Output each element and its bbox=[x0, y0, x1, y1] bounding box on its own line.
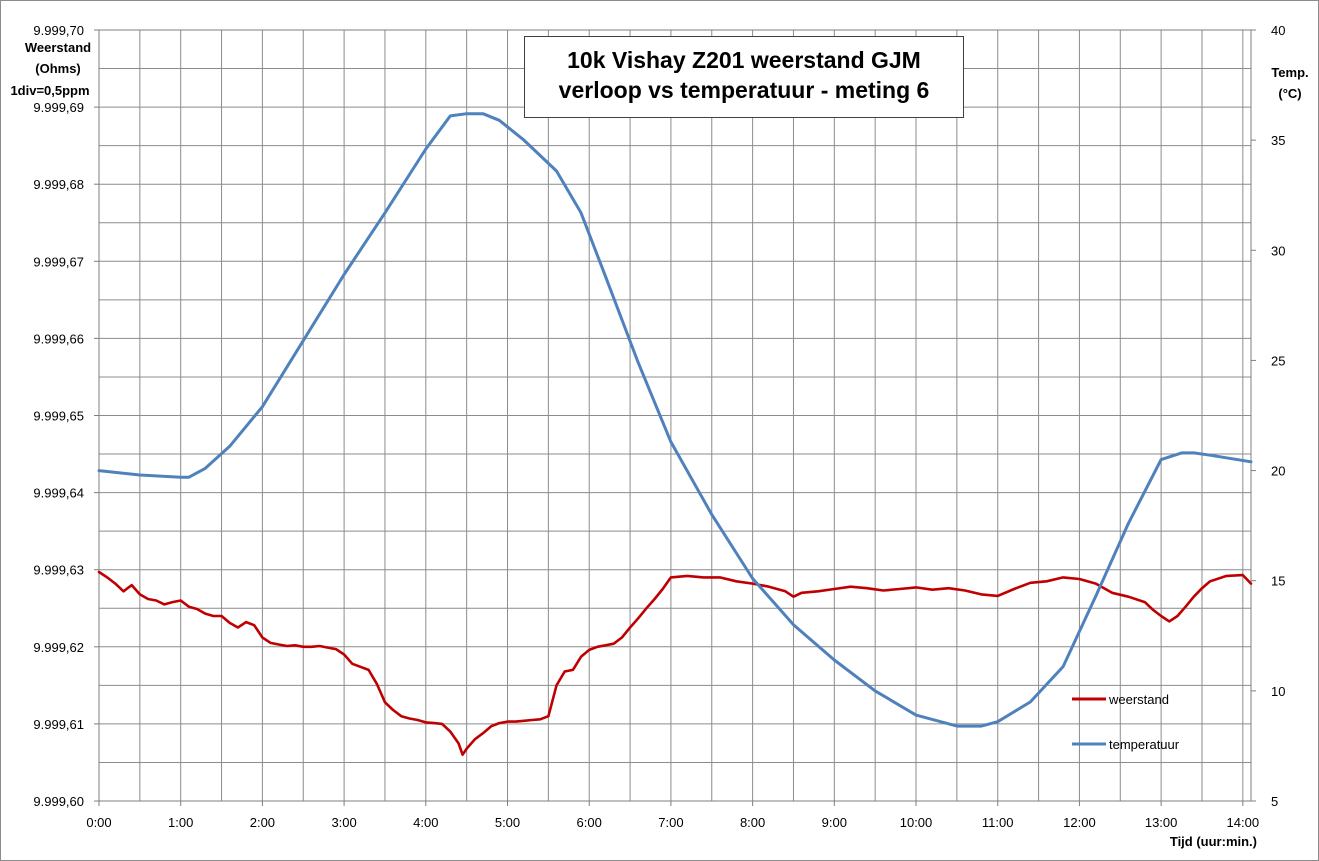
y-left-label-line-3: 1div=0,5ppm bbox=[10, 83, 89, 98]
y-left-tick-label: 9.999,63 bbox=[33, 563, 84, 578]
y-right-tick-label: 35 bbox=[1271, 133, 1285, 148]
series-line-weerstand bbox=[97, 570, 1253, 757]
x-tick-label: 3:00 bbox=[331, 815, 356, 830]
y-left-label-line-2: (Ohms) bbox=[35, 61, 81, 76]
x-tick-label: 7:00 bbox=[658, 815, 683, 830]
chart-title: 10k Vishay Z201 weerstand GJM verloop vs… bbox=[524, 36, 964, 118]
x-tick-label: 5:00 bbox=[495, 815, 520, 830]
y-left-label-line-1: Weerstand bbox=[25, 40, 91, 55]
y-right-tick-label: 5 bbox=[1271, 794, 1278, 809]
y-axis-left: 9.999,60 9.999,61 9.999,62 9.999,63 9.999,64… bbox=[33, 23, 99, 809]
y-left-tick-label: 9.999,70 bbox=[33, 23, 84, 38]
chart-title-line-1: 10k Vishay Z201 weerstand GJM bbox=[567, 47, 921, 73]
legend: weerstand temperatuur bbox=[1072, 692, 1180, 752]
x-tick-label: 14:00 bbox=[1227, 815, 1260, 830]
y-right-tick-label: 15 bbox=[1271, 574, 1285, 589]
x-tick-label: 4:00 bbox=[413, 815, 438, 830]
series-line-temperatuur bbox=[97, 112, 1253, 728]
x-tick-label: 12:00 bbox=[1063, 815, 1096, 830]
x-tick-label: 8:00 bbox=[740, 815, 765, 830]
legend-label-weerstand: weerstand bbox=[1108, 692, 1169, 707]
x-tick-label: 9:00 bbox=[822, 815, 847, 830]
x-tick-label: 0:00 bbox=[86, 815, 111, 830]
y-right-tick-label: 10 bbox=[1271, 684, 1285, 699]
x-tick-label: 10:00 bbox=[900, 815, 933, 830]
y-left-tick-label: 9.999,60 bbox=[33, 794, 84, 809]
y-right-tick-label: 30 bbox=[1271, 243, 1285, 258]
y-right-tick-label: 25 bbox=[1271, 353, 1285, 368]
grid bbox=[98, 29, 1251, 802]
y-axis-right: 5 10 15 20 25 30 35 40 bbox=[1251, 23, 1285, 809]
y-left-tick-label: 9.999,62 bbox=[33, 640, 84, 655]
y-left-tick-label: 9.999,61 bbox=[33, 717, 84, 732]
chart-title-line-2: verloop vs temperatuur - meting 6 bbox=[558, 77, 930, 103]
series-lines bbox=[97, 112, 1253, 757]
y-left-tick-label: 9.999,69 bbox=[33, 100, 84, 115]
x-tick-label: 13:00 bbox=[1145, 815, 1178, 830]
y-right-tick-label: 40 bbox=[1271, 23, 1285, 38]
x-tick-label: 11:00 bbox=[982, 815, 1014, 830]
y-right-label-line-1: Temp. bbox=[1271, 65, 1308, 80]
y-right-tick-label: 20 bbox=[1271, 464, 1285, 479]
y-right-label-line-2: (°C) bbox=[1278, 86, 1301, 101]
y-left-tick-label: 9.999,64 bbox=[33, 486, 84, 501]
y-left-tick-label: 9.999,68 bbox=[33, 177, 84, 192]
x-tick-label: 1:00 bbox=[168, 815, 193, 830]
legend-label-temperatuur: temperatuur bbox=[1109, 737, 1180, 752]
y-left-tick-label: 9.999,66 bbox=[33, 331, 84, 346]
x-axis: 0:00 1:00 2:00 3:00 4:00 5:00 6:00 7:00 8:00 9:00… bbox=[86, 801, 1259, 830]
x-tick-label: 2:00 bbox=[250, 815, 275, 830]
y-left-tick-label: 9.999,67 bbox=[33, 254, 84, 269]
x-axis-label: Tijd (uur:min.) bbox=[1170, 834, 1257, 849]
x-tick-label: 6:00 bbox=[577, 815, 602, 830]
y-left-tick-label: 9.999,65 bbox=[33, 409, 84, 424]
